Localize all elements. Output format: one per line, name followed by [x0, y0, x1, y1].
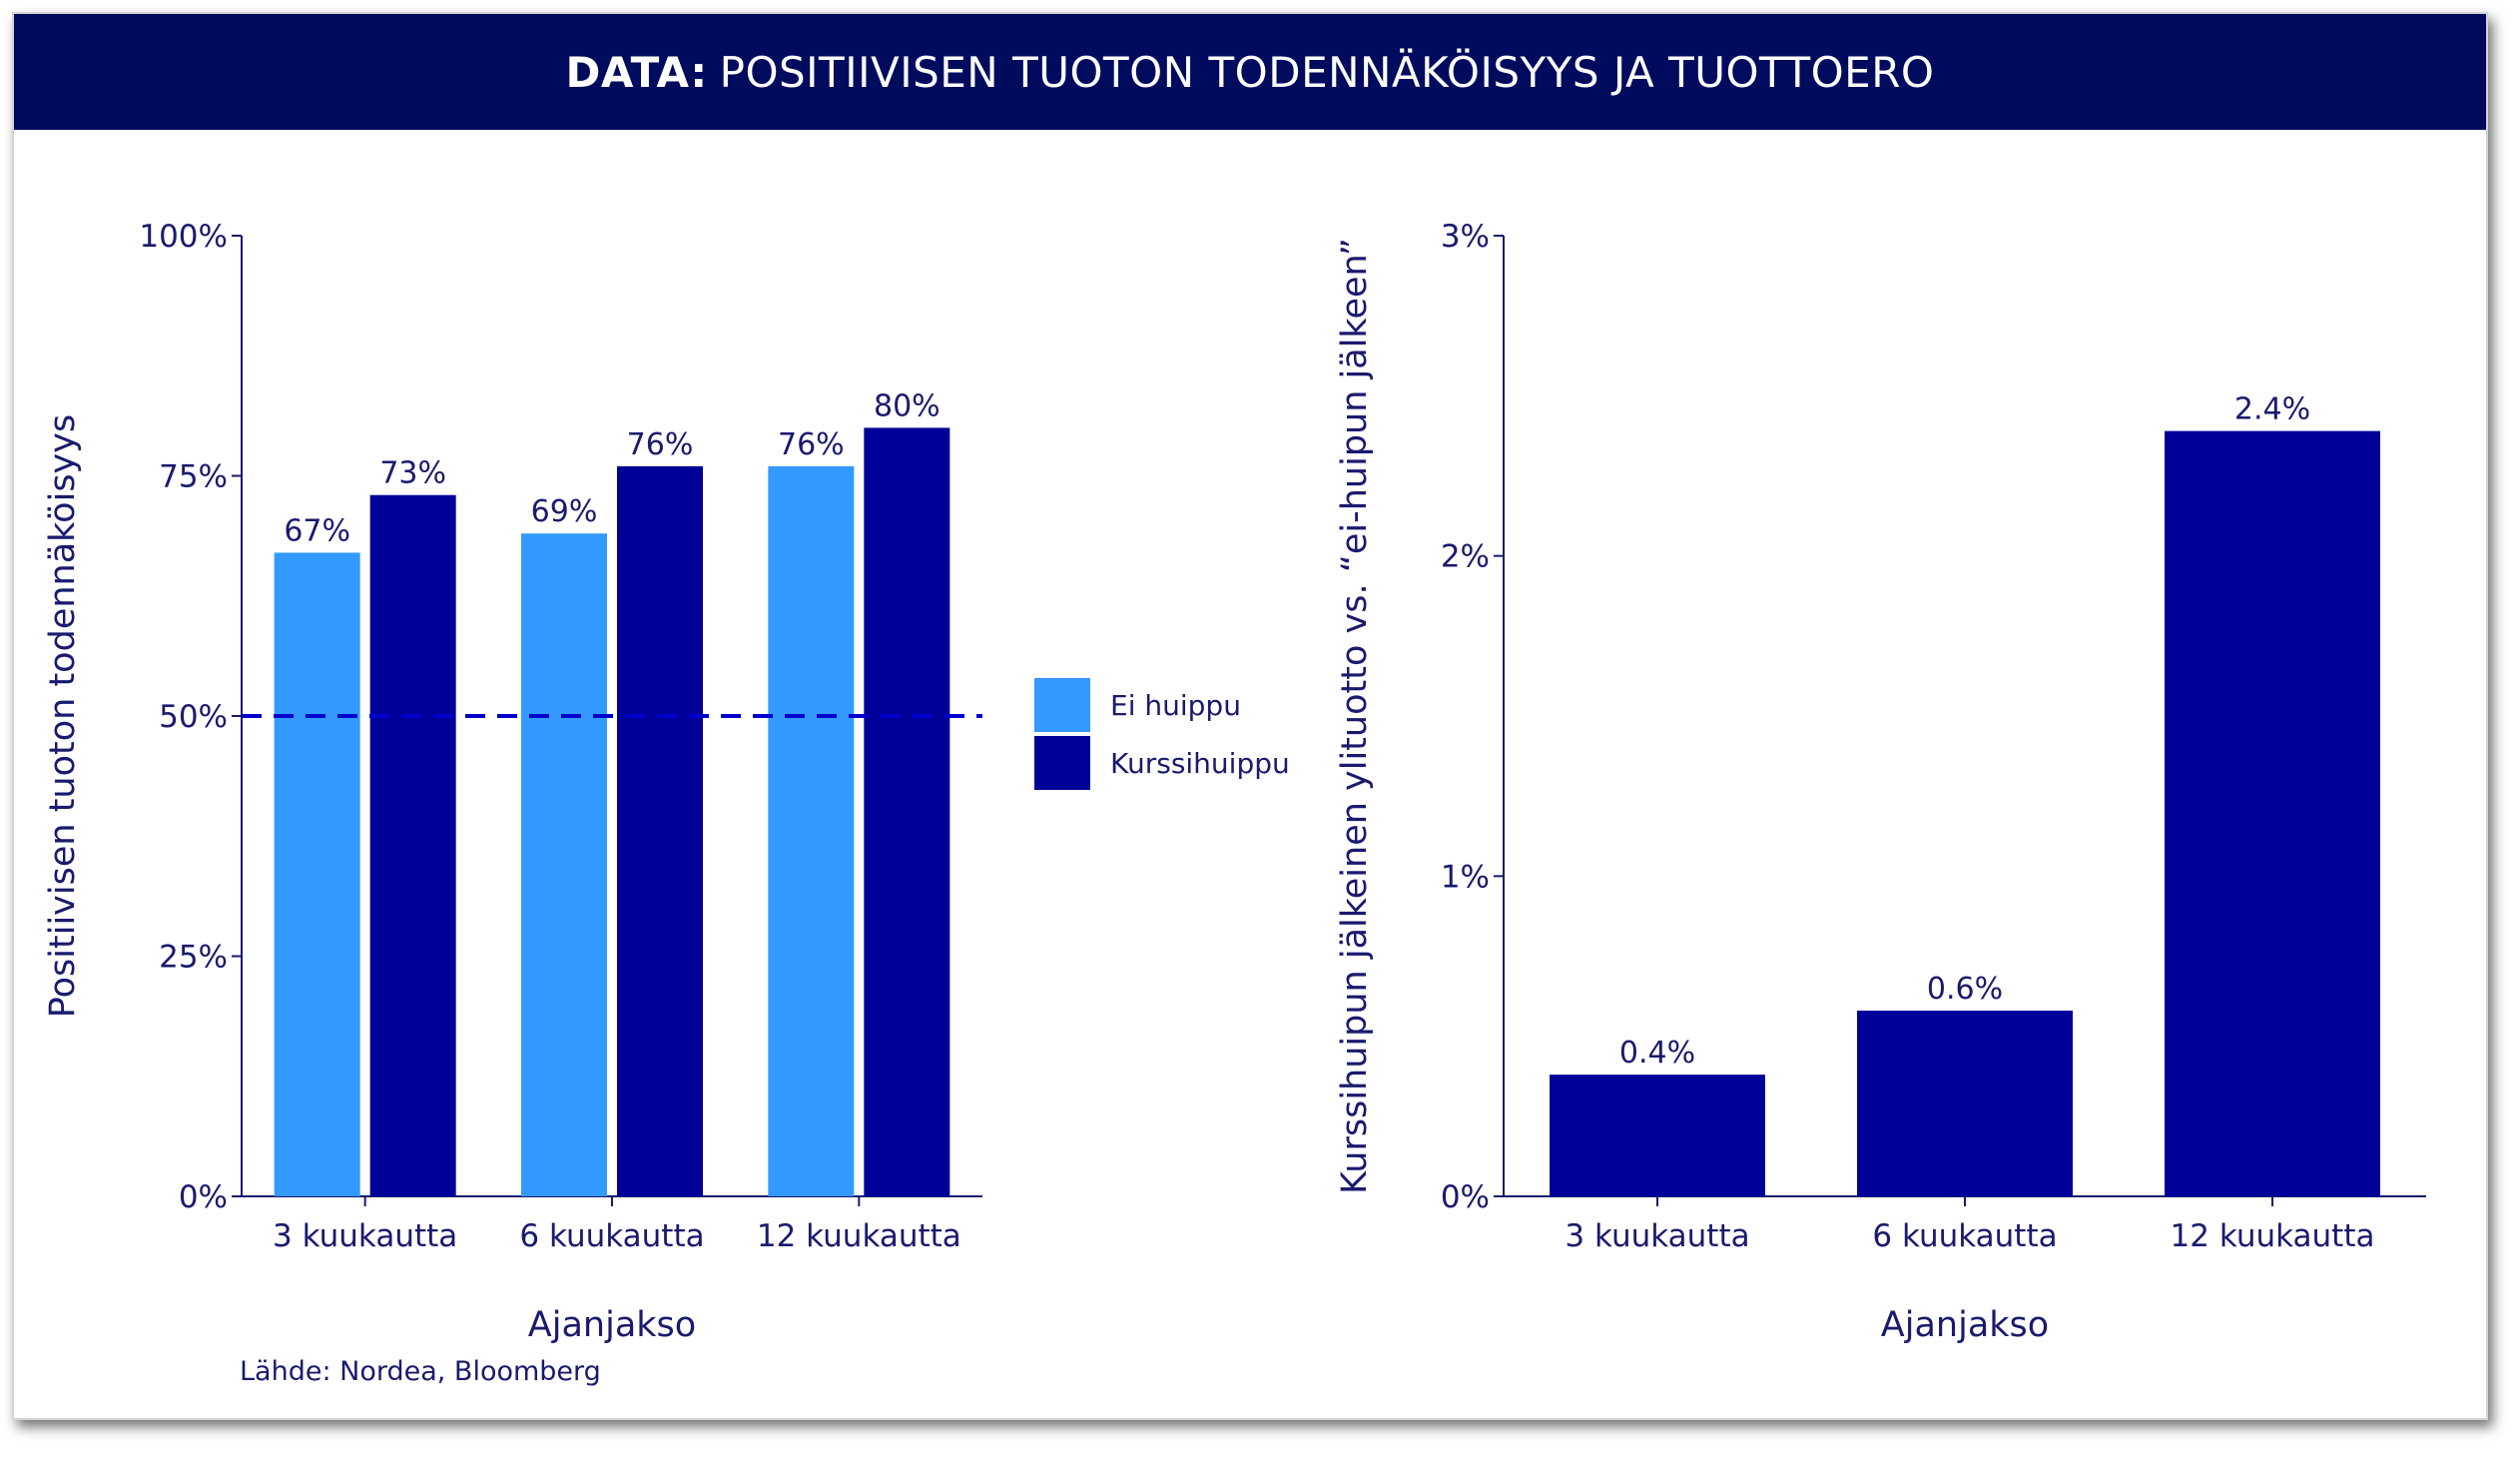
header-title-bold: DATA: [565, 47, 708, 97]
y-tick-label: 50% [159, 699, 228, 735]
bar [1550, 1075, 1765, 1196]
y-tick-label: 25% [159, 940, 228, 976]
y-tick-label: 2% [1441, 539, 1490, 575]
bar [369, 494, 456, 1196]
x-tick-label: 6 kuukautta [519, 1218, 704, 1254]
y-tick-label: 100% [139, 219, 228, 255]
y-tick-label: 0% [179, 1179, 228, 1215]
y-tick-label: 75% [159, 459, 228, 495]
data-label: 76% [627, 427, 694, 462]
legend-swatch [1034, 736, 1090, 790]
data-label: 67% [284, 513, 350, 548]
data-label: 69% [531, 494, 598, 529]
bar [768, 465, 855, 1196]
source-note: Lähde: Nordea, Bloomberg [240, 1356, 601, 1387]
header-banner: DATA: POSITIIVISEN TUOTON TODENNÄKÖISYYS… [14, 14, 2486, 130]
bar [1857, 1011, 2073, 1196]
charts-canvas: 0% 25% 50% 75% 100% 3 kuukautta 67% 73% 6 kuukau… [43, 219, 2426, 1387]
legend-label: Kurssihuippu [1110, 747, 1290, 780]
legend-swatch [1034, 678, 1090, 732]
data-label: 0.6% [1927, 972, 2003, 1007]
data-label: 76% [778, 427, 845, 462]
x-tick-label: 6 kuukautta [1872, 1218, 2057, 1254]
bar [864, 427, 950, 1196]
y-tick-label: 3% [1441, 219, 1490, 255]
data-label: 2.4% [2234, 392, 2310, 427]
x-tick-label: 12 kuukautta [757, 1218, 961, 1254]
data-label: 80% [874, 388, 941, 423]
bar [274, 552, 360, 1196]
x-tick-label: 12 kuukautta [2171, 1218, 2375, 1254]
chart-frame: DATA: POSITIIVISEN TUOTON TODENNÄKÖISYYS… [12, 12, 2488, 1420]
bar [2165, 430, 2380, 1196]
data-label: 73% [379, 456, 446, 491]
y-axis-title: Kurssihuipun jälkeinen ylituotto vs. “ei… [1335, 238, 1375, 1194]
x-tick-label: 3 kuukautta [1565, 1218, 1749, 1254]
x-axis-title: Ajanjakso [1881, 1305, 2049, 1345]
x-tick-label: 3 kuukautta [273, 1218, 457, 1254]
y-axis-title: Positiivisen tuoton todennäköisyys [43, 414, 83, 1018]
bar [617, 465, 703, 1196]
data-label: 0.4% [1619, 1036, 1695, 1071]
y-tick-label: 1% [1441, 859, 1490, 895]
x-axis-title: Ajanjakso [528, 1305, 696, 1345]
header-title: POSITIIVISEN TUOTON TODENNÄKÖISYYS JA TU… [719, 47, 1935, 97]
legend-label: Ei huippu [1110, 689, 1241, 722]
y-tick-label: 0% [1441, 1179, 1490, 1215]
bar [521, 533, 607, 1196]
right-chart: 0% 1% 2% 3% 3 kuukautta 0.4% 6 kuukautta 0.6% 12… [1335, 219, 2426, 1345]
left-chart: 0% 25% 50% 75% 100% 3 kuukautta 67% 73% 6 kuukau… [43, 219, 1290, 1345]
